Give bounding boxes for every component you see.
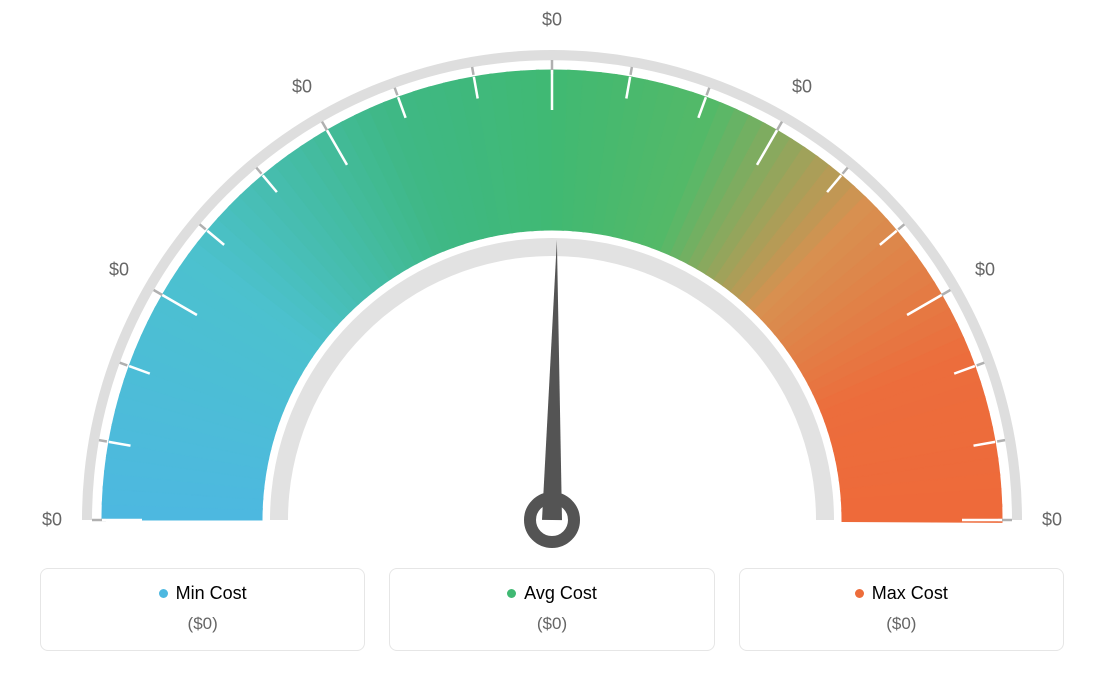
legend-dot-min <box>159 589 168 598</box>
legend-card-min: Min Cost ($0) <box>40 568 365 651</box>
legend-label-max: Max Cost <box>872 583 948 604</box>
legend-value-max: ($0) <box>758 614 1045 634</box>
legend-label-avg: Avg Cost <box>524 583 597 604</box>
gauge-tick-label: $0 <box>292 76 312 97</box>
legend-title-max: Max Cost <box>855 583 948 604</box>
gauge-tick-label: $0 <box>975 260 995 281</box>
legend-title-avg: Avg Cost <box>507 583 597 604</box>
gauge-tick-label: $0 <box>1042 510 1062 531</box>
legend-dot-avg <box>507 589 516 598</box>
legend-card-avg: Avg Cost ($0) <box>389 568 714 651</box>
gauge-tick-label: $0 <box>792 76 812 97</box>
gauge-tick-label: $0 <box>109 260 129 281</box>
gauge-tick-label: $0 <box>42 510 62 531</box>
gauge-svg <box>0 0 1104 560</box>
legend-title-min: Min Cost <box>159 583 247 604</box>
legend-dot-max <box>855 589 864 598</box>
legend-card-max: Max Cost ($0) <box>739 568 1064 651</box>
gauge-chart-container: $0 $0 $0 $0 $0 $0 $0 Min Cost ($0) Avg Cost ($… <box>0 0 1104 690</box>
gauge-tick-label: $0 <box>542 10 562 31</box>
legend-value-min: ($0) <box>59 614 346 634</box>
legend-label-min: Min Cost <box>176 583 247 604</box>
gauge-area: $0 $0 $0 $0 $0 $0 $0 <box>0 0 1104 560</box>
legend-row: Min Cost ($0) Avg Cost ($0) Max Cost ($0… <box>0 568 1104 651</box>
legend-value-avg: ($0) <box>408 614 695 634</box>
